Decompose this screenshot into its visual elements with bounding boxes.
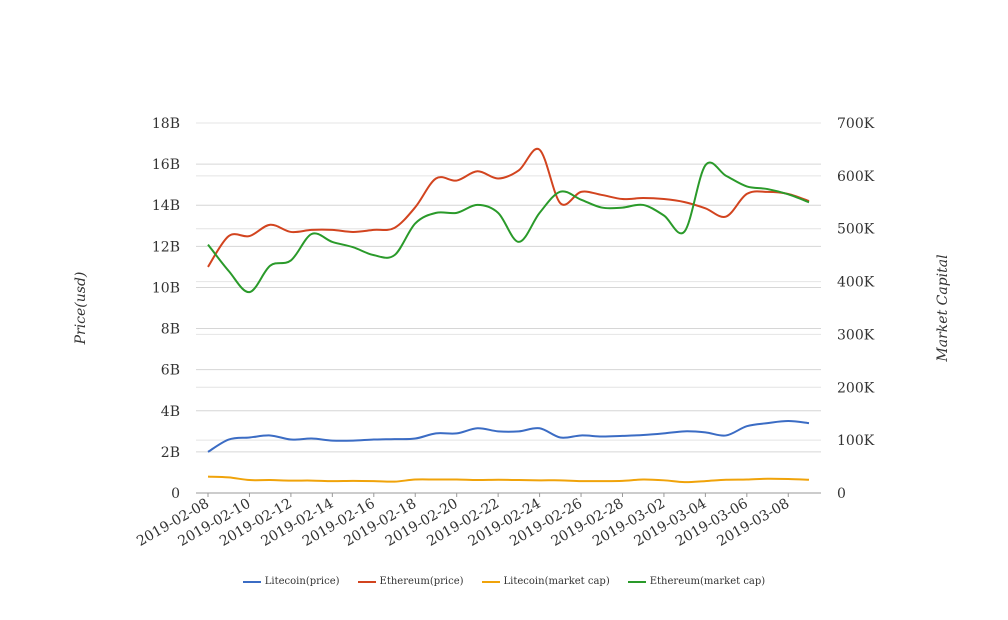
legend-label: Litecoin(market cap) xyxy=(503,576,610,587)
legend-item[interactable]: Litecoin(market cap) xyxy=(481,576,610,587)
x-axis: 2019-02-082019-02-102019-02-122019-02-14… xyxy=(134,493,792,550)
y-right-tick-label: 200K xyxy=(837,380,875,396)
y-right-tick-label: 400K xyxy=(837,275,875,291)
legend-item[interactable]: Litecoin(price) xyxy=(242,576,340,587)
y-left-tick-label: 16B xyxy=(152,157,180,173)
left-y-axis: 0 2B 4B 6B 8B 10B 12B 14B 16B 18B xyxy=(152,116,180,502)
y-left-tick-label: 6B xyxy=(161,363,180,379)
series-line-litecoin-market-cap xyxy=(207,475,810,484)
y-right-tick-label: 700K xyxy=(837,116,875,132)
y-right-tick-label: 500K xyxy=(837,222,875,238)
y-left-tick-label: 8B xyxy=(161,322,180,338)
y-left-tick-label: 14B xyxy=(152,198,180,214)
y-left-tick-label: 12B xyxy=(152,239,180,255)
legend-label: Ethereum(price) xyxy=(379,576,464,587)
chart-legend: Litecoin(price) Ethereum(price) Litecoin(m… xyxy=(0,576,1008,587)
legend-swatch xyxy=(357,580,376,583)
grid-lines xyxy=(196,122,821,494)
legend-label: Ethereum(market cap) xyxy=(649,576,766,587)
legend-swatch xyxy=(242,580,261,583)
legend-item[interactable]: Ethereum(market cap) xyxy=(627,576,766,587)
series-line-ethereum-price xyxy=(207,147,810,268)
y-right-tick-label: 300K xyxy=(837,327,875,343)
legend-swatch xyxy=(627,580,646,583)
y-left-tick-label: 4B xyxy=(161,404,180,420)
y-right-tick-label: 600K xyxy=(837,169,875,185)
y-axis-right-title: Market Capital xyxy=(935,254,951,362)
right-y-axis: 0 100K 200K 300K 400K 500K 600K 700K xyxy=(837,116,875,502)
y-left-tick-label: 2B xyxy=(161,445,180,461)
legend-swatch xyxy=(481,580,500,583)
legend-item[interactable]: Ethereum(price) xyxy=(357,576,464,587)
y-right-tick-label: 0 xyxy=(837,486,846,502)
y-right-tick-label: 100K xyxy=(837,433,875,449)
legend-label: Litecoin(price) xyxy=(264,576,340,587)
y-left-tick-label: 18B xyxy=(152,116,180,132)
series-line-ethereum-market-cap xyxy=(207,161,810,294)
y-left-tick-label: 10B xyxy=(152,280,180,296)
y-axis-left-title: Price(usd) xyxy=(73,272,89,346)
series-line-litecoin-price xyxy=(207,420,810,453)
series-lines xyxy=(207,147,810,484)
y-left-tick-label: 0 xyxy=(171,486,180,502)
